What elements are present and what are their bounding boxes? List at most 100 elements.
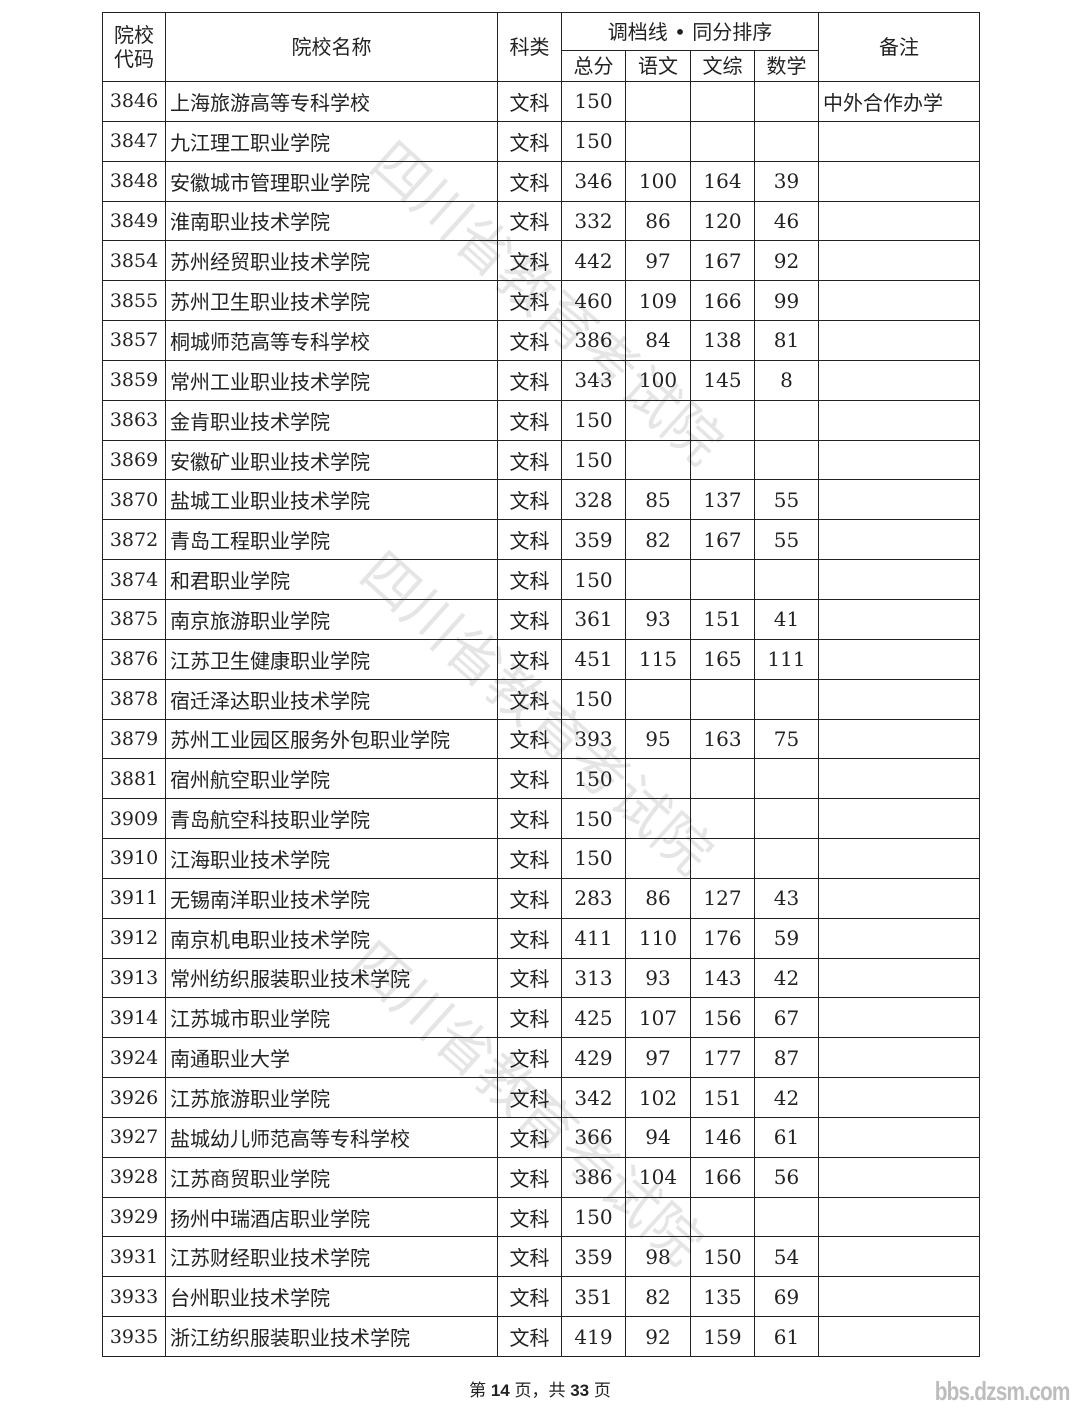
table-row: 3913 常州纺织服装职业技术学院 文科 313 93 143 42 bbox=[102, 957, 981, 999]
cell-math: 75 bbox=[753, 718, 820, 760]
cell-note bbox=[818, 1077, 981, 1118]
cell-code: 3857 bbox=[102, 320, 166, 361]
cell-note bbox=[818, 399, 981, 441]
cell-name: 上海旅游高等专科学校 bbox=[165, 81, 498, 122]
cell-liberal: 167 bbox=[690, 240, 755, 282]
cell-liberal: 150 bbox=[690, 1236, 755, 1278]
cell-name: 青岛航空科技职业学院 bbox=[165, 798, 498, 840]
cell-chinese bbox=[625, 399, 691, 441]
cell-code: 3909 bbox=[102, 798, 166, 840]
cell-math bbox=[753, 678, 820, 720]
cell-liberal bbox=[690, 798, 755, 840]
cell-type: 文科 bbox=[497, 559, 562, 600]
cell-type: 文科 bbox=[497, 1196, 562, 1238]
cell-note bbox=[818, 917, 981, 959]
cell-liberal bbox=[690, 758, 755, 800]
cell-name: 南京旅游职业学院 bbox=[165, 598, 498, 640]
cell-name: 江苏卫生健康职业学院 bbox=[165, 638, 498, 680]
table-row: 3863 金肯职业技术学院 文科 150 bbox=[102, 399, 981, 441]
cell-math bbox=[753, 798, 820, 840]
cell-math: 42 bbox=[753, 957, 820, 999]
cell-code: 3863 bbox=[102, 399, 166, 441]
cell-chinese: 84 bbox=[625, 320, 691, 361]
cell-liberal bbox=[690, 120, 755, 162]
current-page: 14 bbox=[490, 1381, 510, 1400]
cell-math bbox=[753, 81, 820, 122]
cell-code: 3878 bbox=[102, 678, 166, 720]
header-liberal: 文综 bbox=[690, 50, 755, 82]
cell-code: 3876 bbox=[102, 638, 166, 680]
cell-name: 江苏财经职业技术学院 bbox=[165, 1236, 498, 1278]
table-row: 3874 和君职业学院 文科 150 bbox=[102, 559, 981, 600]
cell-total: 150 bbox=[561, 439, 626, 481]
table-row: 3933 台州职业技术学院 文科 351 82 135 69 bbox=[102, 1276, 981, 1318]
cell-chinese: 85 bbox=[625, 479, 691, 521]
cell-total: 150 bbox=[561, 1196, 626, 1238]
cell-note bbox=[818, 280, 981, 322]
cell-total: 150 bbox=[561, 120, 626, 162]
cell-code: 3854 bbox=[102, 240, 166, 282]
cell-note bbox=[818, 1236, 981, 1278]
header-note: 备注 bbox=[818, 12, 981, 82]
cell-chinese: 102 bbox=[625, 1077, 691, 1118]
cell-math: 56 bbox=[753, 1156, 820, 1198]
cell-name: 南通职业大学 bbox=[165, 1037, 498, 1079]
table-row: 3881 宿州航空职业学院 文科 150 bbox=[102, 758, 981, 800]
cell-note bbox=[818, 120, 981, 162]
cell-math: 99 bbox=[753, 280, 820, 322]
cell-name: 宿州航空职业学院 bbox=[165, 758, 498, 800]
cell-chinese bbox=[625, 81, 691, 122]
site-watermark: bbs.dzsm.com bbox=[935, 1376, 1071, 1406]
cell-note bbox=[818, 1156, 981, 1198]
cell-math: 46 bbox=[753, 200, 820, 242]
cell-note bbox=[818, 638, 981, 680]
cell-note bbox=[818, 598, 981, 640]
table-row: 3855 苏州卫生职业技术学院 文科 460 109 166 99 bbox=[102, 280, 981, 322]
cell-math: 42 bbox=[753, 1077, 820, 1118]
cell-total: 313 bbox=[561, 957, 626, 999]
cell-name: 淮南职业技术学院 bbox=[165, 200, 498, 242]
table-row: 3909 青岛航空科技职业学院 文科 150 bbox=[102, 798, 981, 840]
cell-liberal: 151 bbox=[690, 598, 755, 640]
cell-name: 金肯职业技术学院 bbox=[165, 399, 498, 441]
cell-chinese bbox=[625, 758, 691, 800]
cell-math bbox=[753, 439, 820, 481]
cell-liberal: 145 bbox=[690, 359, 755, 401]
table-row: 3910 江海职业技术学院 文科 150 bbox=[102, 838, 981, 879]
cell-chinese: 97 bbox=[625, 240, 691, 282]
cell-name: 江海职业技术学院 bbox=[165, 838, 498, 879]
cell-total: 150 bbox=[561, 838, 626, 879]
cell-code: 3914 bbox=[102, 997, 166, 1039]
table-row: 3924 南通职业大学 文科 429 97 177 87 bbox=[102, 1037, 981, 1079]
cell-total: 359 bbox=[561, 519, 626, 561]
cell-name: 苏州工业园区服务外包职业学院 bbox=[165, 718, 498, 760]
cell-type: 文科 bbox=[497, 359, 562, 401]
total-pages: 33 bbox=[570, 1381, 590, 1400]
cell-type: 文科 bbox=[497, 200, 562, 242]
cell-name: 安徽城市管理职业学院 bbox=[165, 160, 498, 202]
cell-liberal: 120 bbox=[690, 200, 755, 242]
cell-type: 文科 bbox=[497, 1077, 562, 1118]
table-row: 3872 青岛工程职业学院 文科 359 82 167 55 bbox=[102, 519, 981, 561]
cell-math: 59 bbox=[753, 917, 820, 959]
cell-liberal bbox=[690, 439, 755, 481]
cell-liberal: 176 bbox=[690, 917, 755, 959]
cell-code: 3927 bbox=[102, 1116, 166, 1158]
cell-total: 328 bbox=[561, 479, 626, 521]
cell-liberal: 177 bbox=[690, 1037, 755, 1079]
cell-total: 150 bbox=[561, 559, 626, 600]
cell-math: 54 bbox=[753, 1236, 820, 1278]
cell-code: 3926 bbox=[102, 1077, 166, 1118]
admission-score-table: 院校代码 院校名称 科类 调档线 • 同分排序 备注 总分 语文 文综 数学 3… bbox=[102, 12, 981, 1357]
cell-chinese: 97 bbox=[625, 1037, 691, 1079]
cell-liberal: 156 bbox=[690, 997, 755, 1039]
cell-math bbox=[753, 1196, 820, 1238]
cell-chinese: 107 bbox=[625, 997, 691, 1039]
cell-type: 文科 bbox=[497, 718, 562, 760]
cell-type: 文科 bbox=[497, 1236, 562, 1278]
cell-note bbox=[818, 1316, 981, 1357]
table-row: 3928 江苏商贸职业学院 文科 386 104 166 56 bbox=[102, 1156, 981, 1198]
cell-chinese: 95 bbox=[625, 718, 691, 760]
cell-liberal bbox=[690, 399, 755, 441]
cell-note bbox=[818, 479, 981, 521]
